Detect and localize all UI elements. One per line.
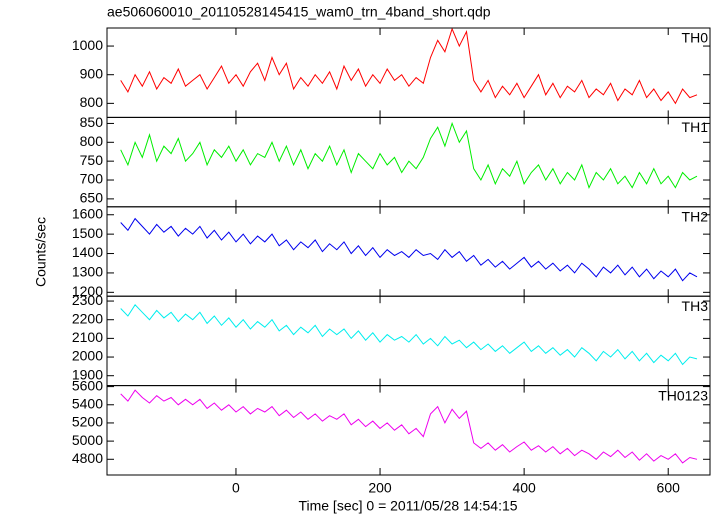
data-line (120, 121, 698, 189)
series-label: TH0 (682, 30, 709, 46)
chart-title: ae506060010_20110528145415_wam0_trn_4ban… (107, 4, 491, 20)
y-tick-label: 4800 (72, 450, 103, 466)
panel-frame (106, 206, 711, 297)
y-tick-label: 2100 (72, 329, 103, 345)
y-tick-label: 850 (80, 114, 104, 130)
y-tick-label: 5000 (72, 432, 103, 448)
y-tick-label: 2300 (72, 292, 103, 308)
y-axis-label: Counts/sec (33, 217, 49, 287)
y-tick-label: 1200 (72, 283, 103, 299)
y-tick-label: 800 (80, 133, 104, 149)
data-line (120, 389, 698, 464)
y-tick-label: 900 (80, 65, 104, 81)
y-tick-label: 1500 (72, 225, 103, 241)
y-tick-label: 5600 (72, 377, 103, 393)
y-tick-label: 1000 (72, 37, 103, 53)
y-tick-label: 650 (80, 190, 104, 206)
x-tick-label: 600 (657, 480, 681, 496)
y-tick-label: 800 (80, 94, 104, 110)
x-axis-label: Time [sec] 0 = 2011/05/28 14:54:15 (298, 498, 517, 514)
data-line (120, 217, 698, 282)
y-tick-label: 700 (80, 171, 104, 187)
y-tick-label: 5200 (72, 414, 103, 430)
data-line (120, 28, 698, 105)
y-tick-label: 1900 (72, 366, 103, 382)
x-tick-label: 200 (368, 480, 392, 496)
y-tick-label: 750 (80, 152, 104, 168)
y-tick-label: 1400 (72, 244, 103, 260)
y-tick-label: 2000 (72, 348, 103, 364)
x-tick-label: 0 (232, 480, 240, 496)
series-label: TH0123 (658, 387, 708, 403)
data-line (120, 303, 698, 366)
panel-frame (106, 27, 711, 118)
y-tick-label: 5400 (72, 395, 103, 411)
y-tick-label: 1600 (72, 205, 103, 221)
y-tick-label: 1300 (72, 264, 103, 280)
series-label: TH3 (682, 298, 709, 314)
y-tick-label: 2200 (72, 310, 103, 326)
panel-frame (106, 295, 711, 387)
panel-frame (106, 385, 711, 476)
series-label: TH1 (682, 119, 709, 135)
x-tick-label: 400 (512, 480, 536, 496)
series-label: TH2 (682, 209, 709, 225)
